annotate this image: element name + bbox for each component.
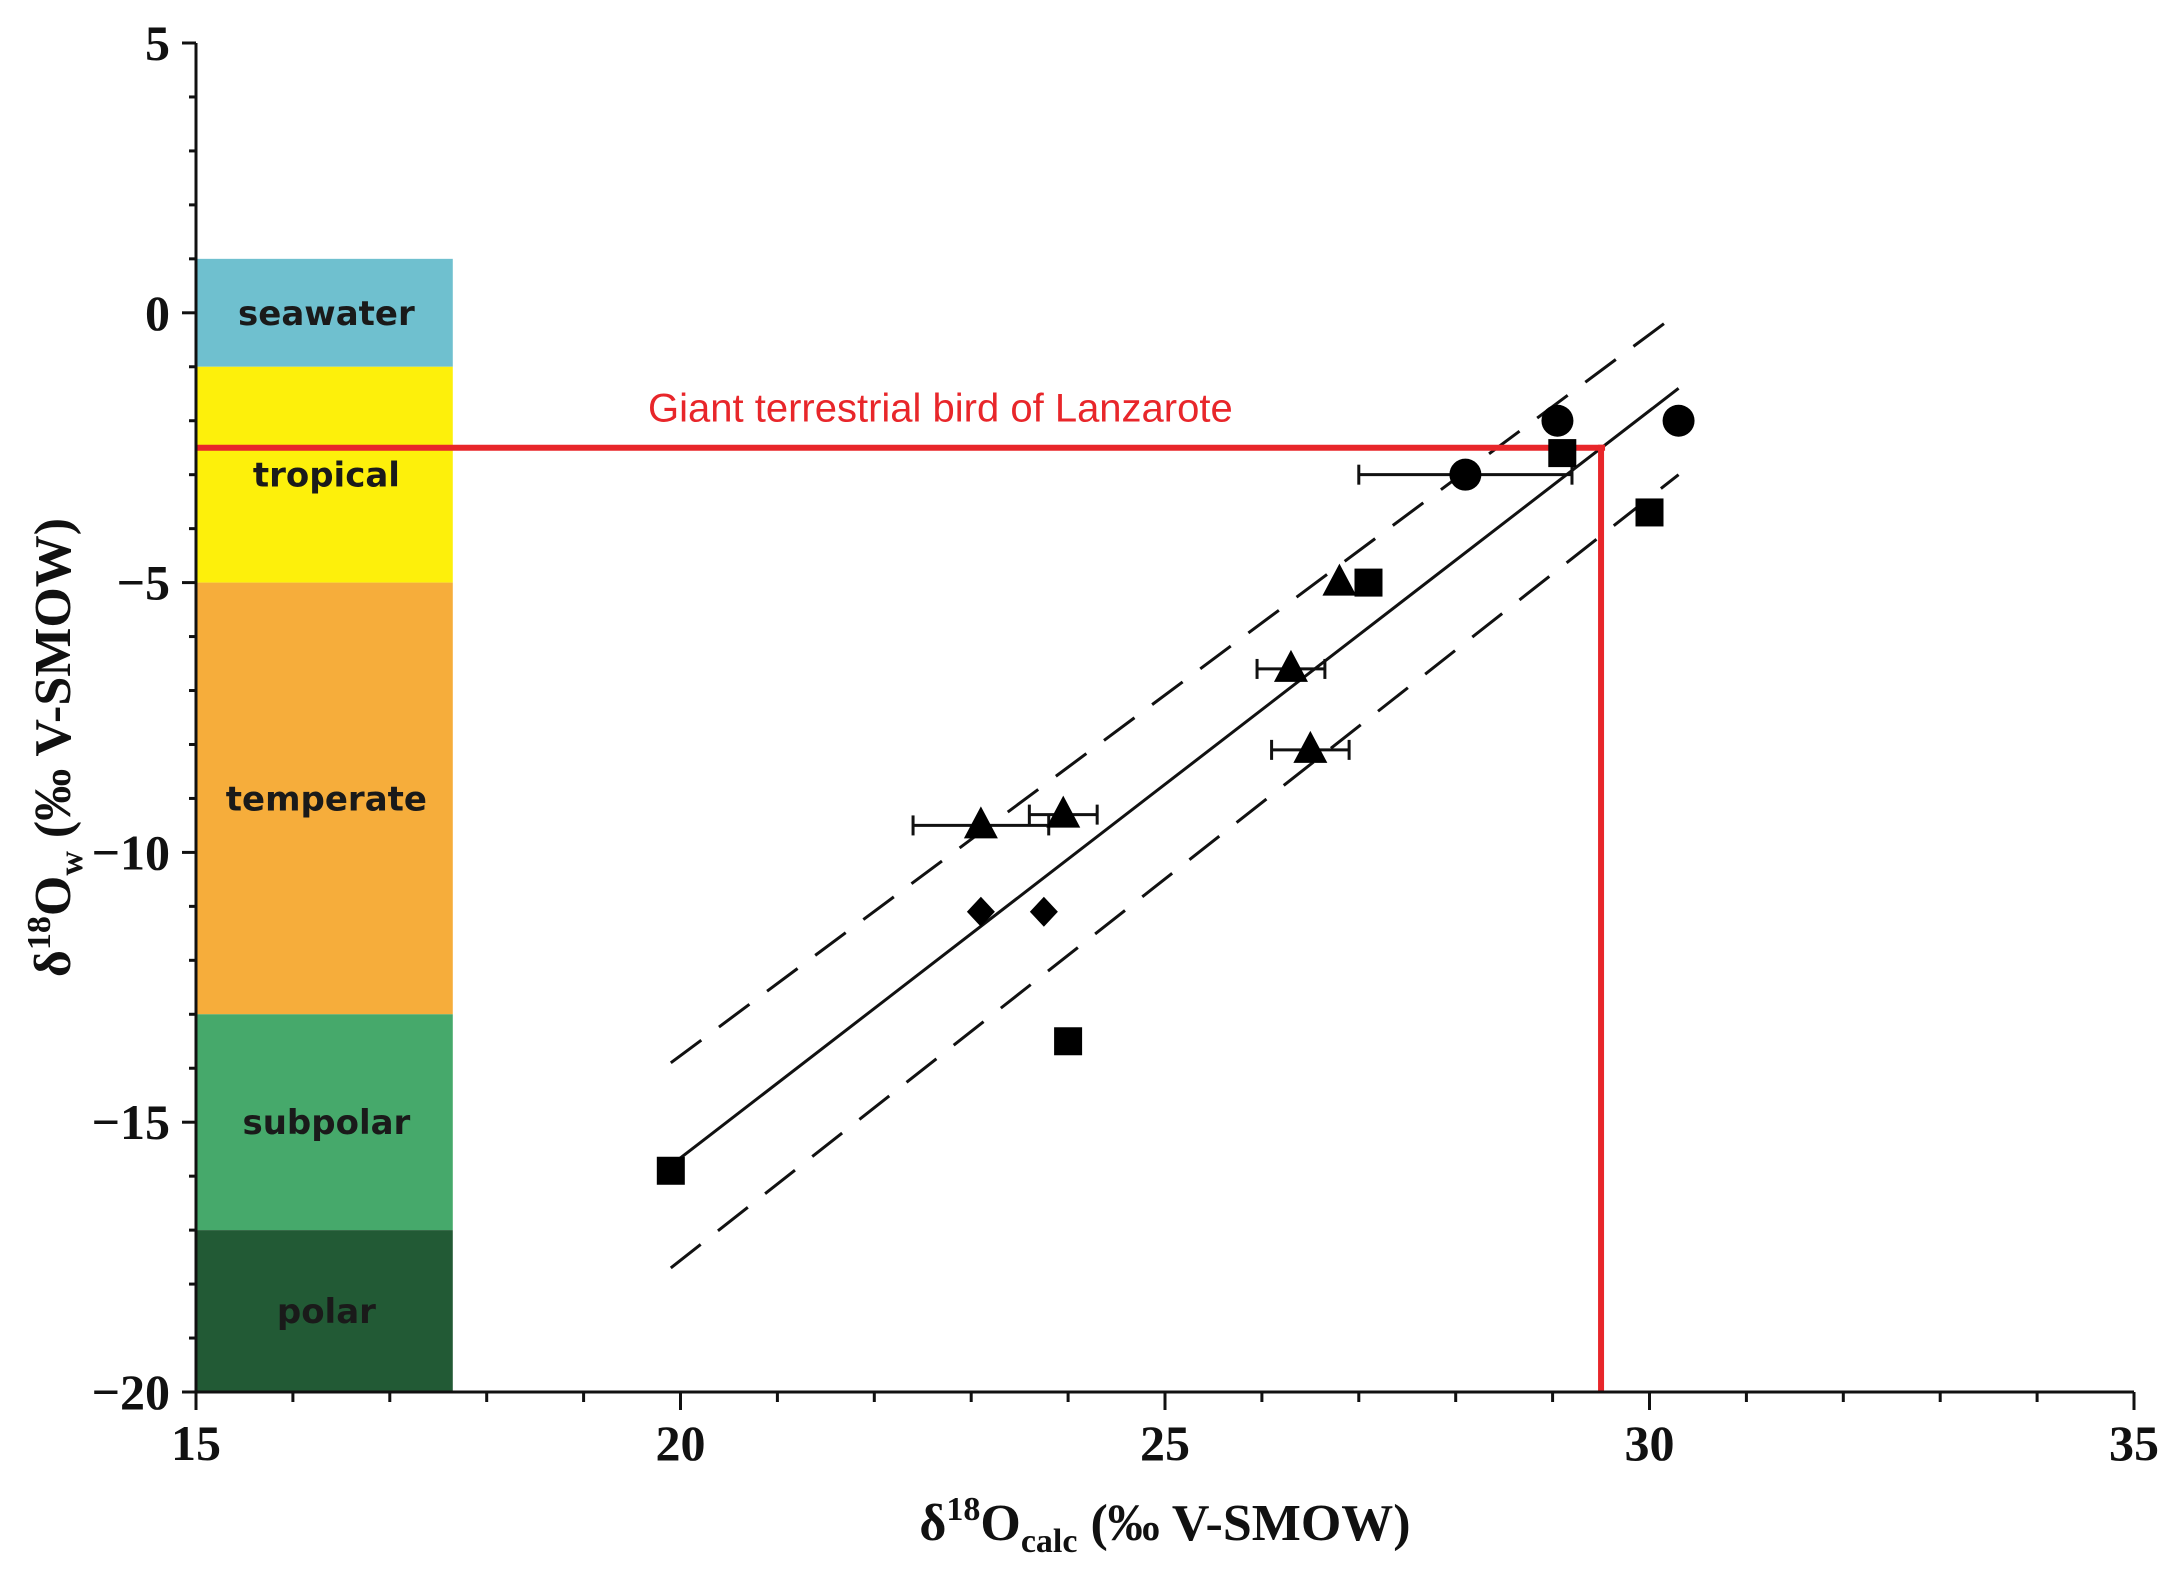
axis-title-sub: w xyxy=(53,851,90,876)
square-point xyxy=(1354,568,1383,597)
y-tick-label: 0 xyxy=(145,285,170,341)
square-point xyxy=(1054,1027,1083,1056)
axis-title-suffix: (‰ V-SMOW) xyxy=(1077,1495,1410,1552)
x-axis-title: δ18Ocalc (‰ V-SMOW) xyxy=(919,1491,1410,1560)
regression-lines xyxy=(669,311,1680,1270)
diamond-point xyxy=(966,896,995,927)
x-tick-label: 20 xyxy=(656,1415,706,1471)
regression-line xyxy=(669,387,1680,1167)
triangle-point xyxy=(1046,795,1081,828)
axis-title-prefix: δ xyxy=(25,950,82,977)
y-tick-label: −15 xyxy=(92,1094,171,1150)
x-tick-label: 25 xyxy=(1140,1415,1190,1471)
highlight-lines: Giant terrestrial bird of Lanzarote xyxy=(196,387,1606,1392)
confidence-upper-line xyxy=(669,311,1680,1065)
y-axis-title: δ18Ow (‰ V-SMOW) xyxy=(21,518,90,977)
confidence-lower-line xyxy=(669,473,1680,1270)
band-subpolar xyxy=(196,1014,453,1231)
x-tick-label: 35 xyxy=(2109,1415,2159,1471)
y-tick-label: −10 xyxy=(92,824,171,880)
square-point xyxy=(1548,439,1577,468)
climate-bands xyxy=(196,258,453,1392)
band-label-tropical: tropical xyxy=(253,456,400,496)
circle-point xyxy=(1449,458,1482,491)
triangle-point xyxy=(1293,730,1328,763)
circle-point xyxy=(1541,404,1574,437)
band-seawater xyxy=(196,258,453,367)
band-label-polar: polar xyxy=(277,1292,376,1332)
band-label-subpolar: subpolar xyxy=(242,1103,410,1143)
y-tick-label: 5 xyxy=(145,15,170,71)
band-tropical xyxy=(196,366,453,583)
error-bars xyxy=(911,464,1574,836)
band-label-temperate: temperate xyxy=(226,779,427,819)
axis-title-prefix: δ xyxy=(919,1495,946,1552)
y-tick-label: −5 xyxy=(117,555,171,611)
axis-title-sup: 18 xyxy=(21,916,58,950)
axes xyxy=(182,41,2136,1410)
axis-title-main: O xyxy=(25,876,82,916)
band-polar xyxy=(196,1230,453,1392)
diamond-point xyxy=(1029,896,1058,927)
band-labels: seawater tropical temperate subpolar polar xyxy=(226,294,427,1332)
triangle-point xyxy=(1322,563,1357,596)
y-tick-label: −20 xyxy=(92,1364,171,1420)
x-tick-label: 15 xyxy=(171,1415,221,1471)
square-point xyxy=(656,1156,685,1185)
x-tick-label: 30 xyxy=(1625,1415,1675,1471)
axis-title-main: O xyxy=(980,1495,1020,1552)
axis-title-sub: calc xyxy=(1021,1523,1078,1560)
band-label-seawater: seawater xyxy=(238,294,415,334)
triangle-point xyxy=(963,806,998,839)
triangle-point xyxy=(1273,649,1308,682)
axis-title-sup: 18 xyxy=(946,1491,980,1528)
circle-point xyxy=(1662,404,1695,437)
square-point xyxy=(1635,498,1664,527)
data-points xyxy=(656,404,1695,1185)
highlight-label: Giant terrestrial bird of Lanzarote xyxy=(648,387,1233,431)
axis-title-suffix: (‰ V-SMOW) xyxy=(25,518,82,851)
band-temperate xyxy=(196,582,453,1015)
